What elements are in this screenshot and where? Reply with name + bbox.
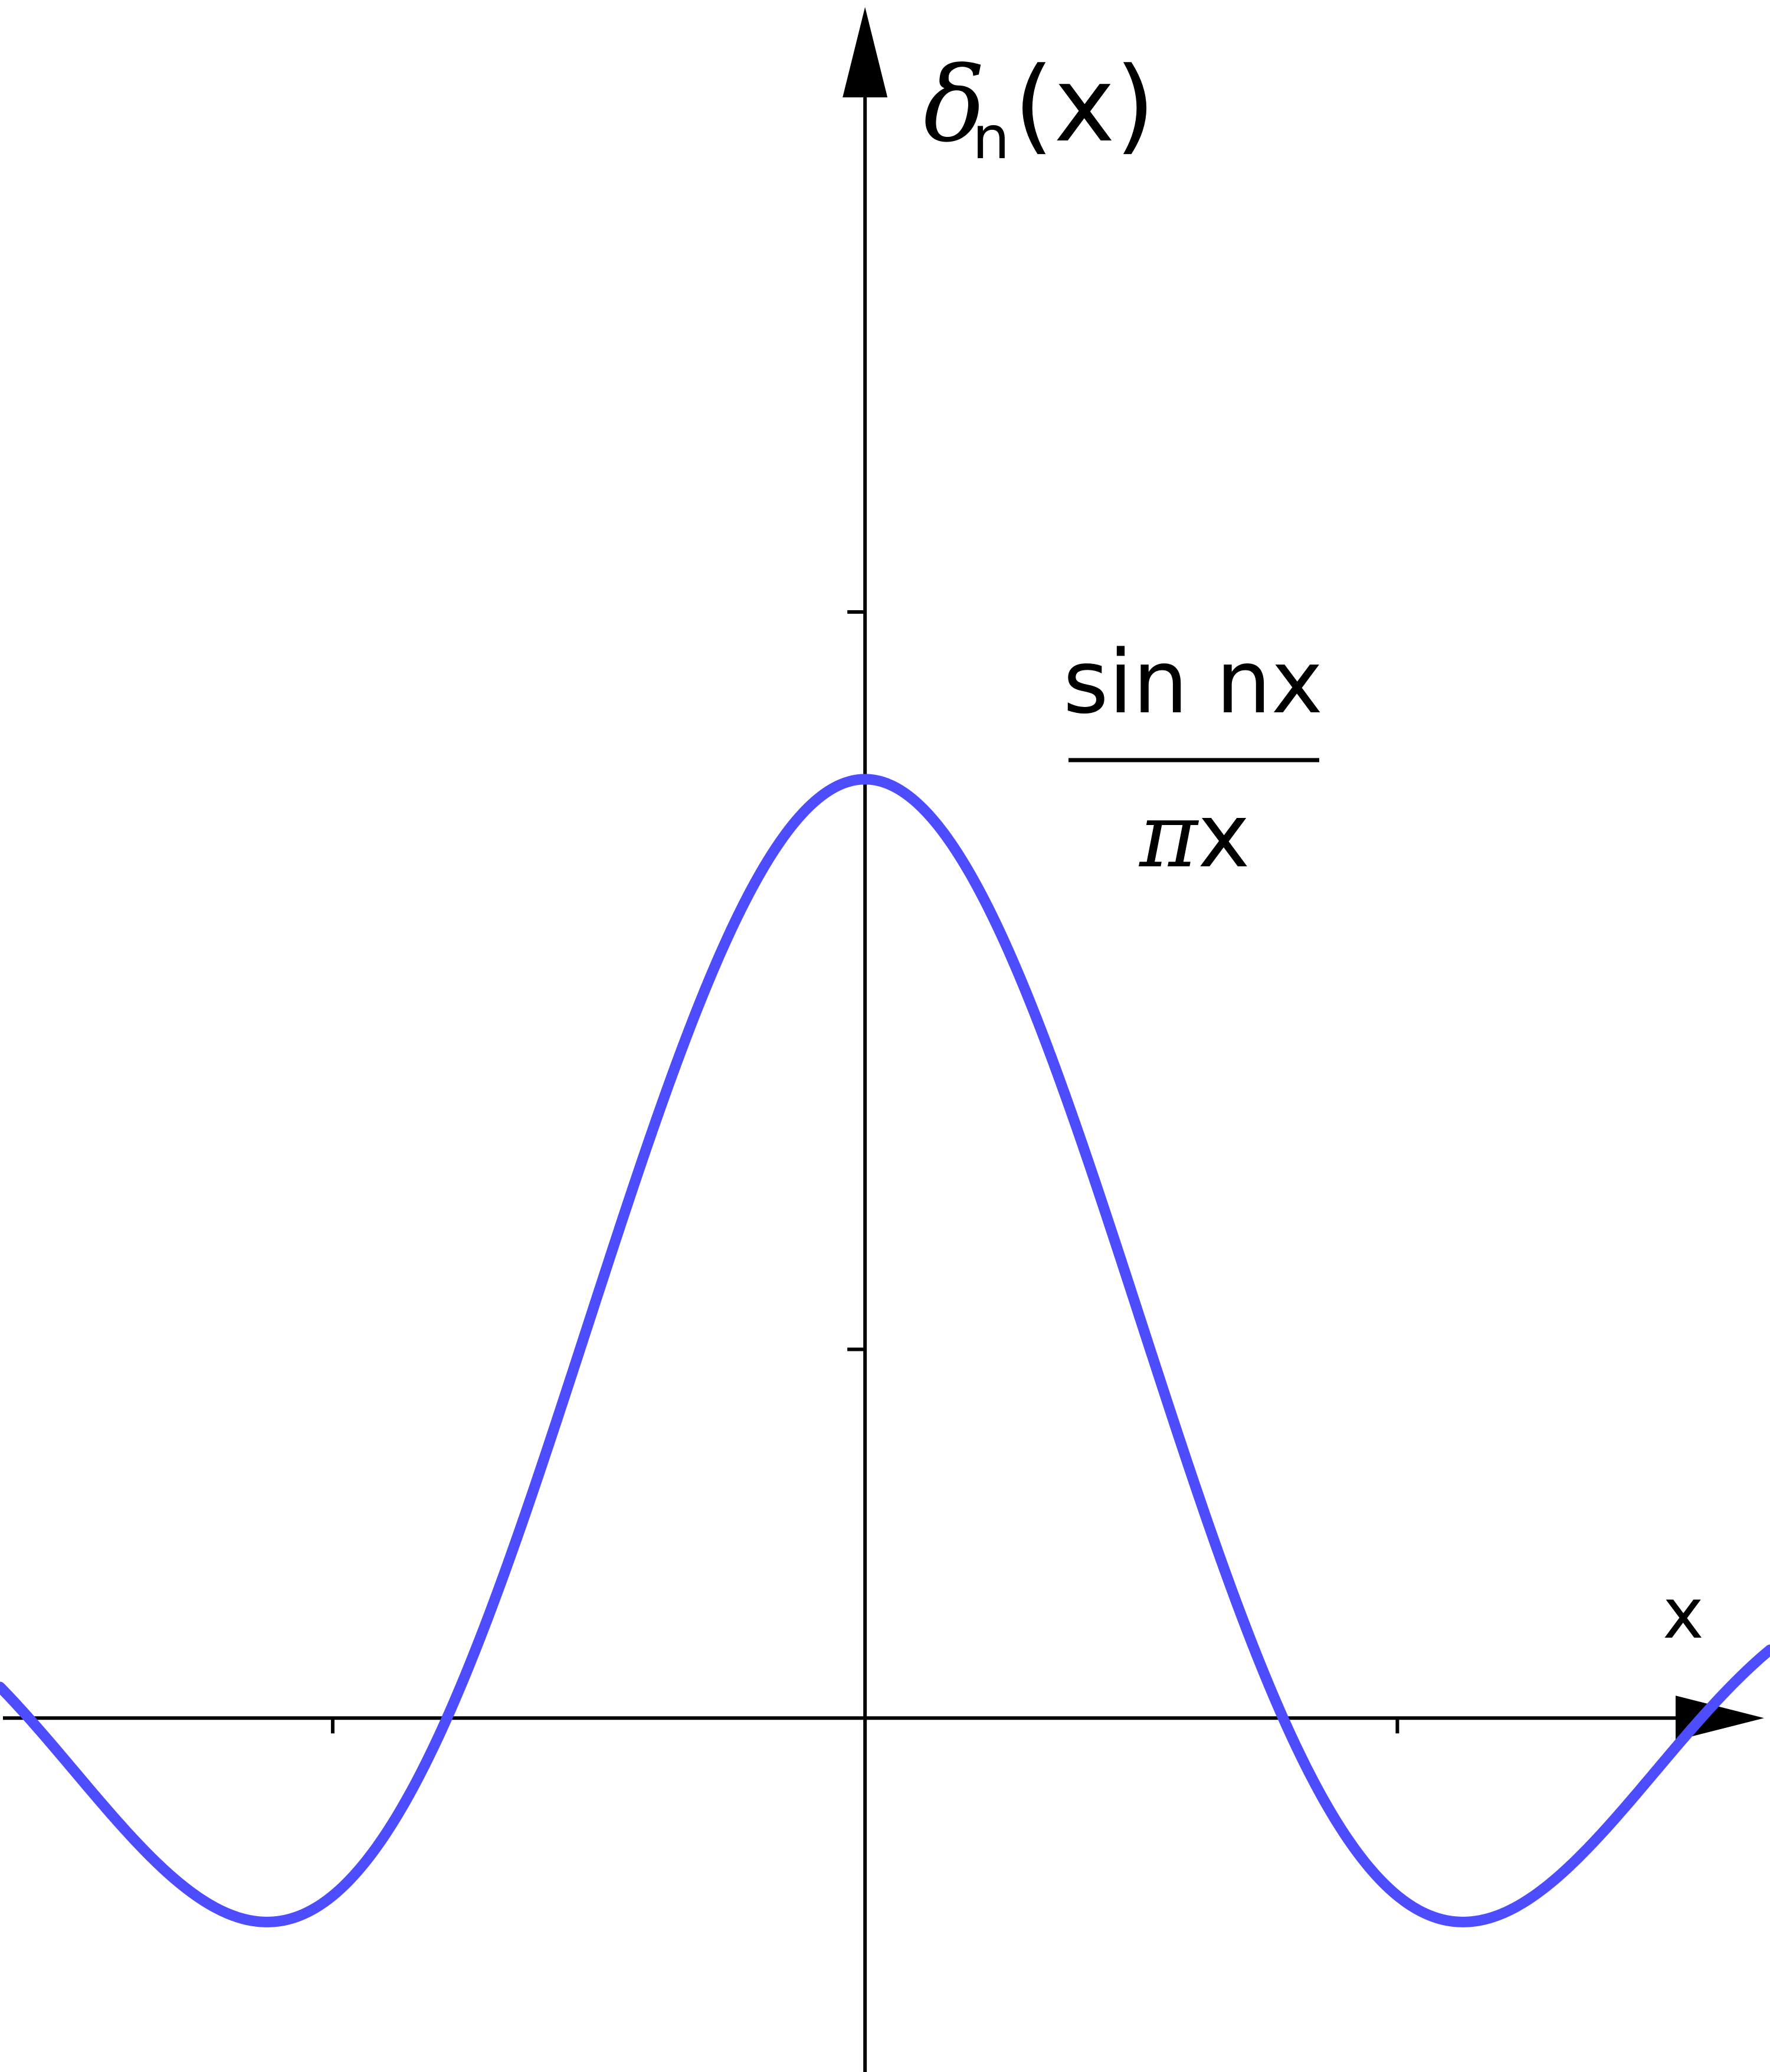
x-axis-label: x [1663,1573,1704,1654]
y-axis-label: δ n (x) [923,45,1155,172]
y-axis-label-symbol: δ [923,45,985,165]
y-axis-label-argument: (x) [1014,45,1155,165]
formula-denominator-symbol: π [1138,785,1199,888]
axis-ticks [330,610,1399,1734]
formula-denominator: πx [1138,785,1250,888]
formula-annotation: sin nx πx [1063,631,1323,888]
y-axis-label-subscript: n [972,103,1009,172]
formula-denominator-variable: x [1198,785,1250,888]
sinc-series-line [0,774,1770,1927]
formula-numerator: sin nx [1063,631,1323,733]
y-axis-arrow [843,7,888,97]
